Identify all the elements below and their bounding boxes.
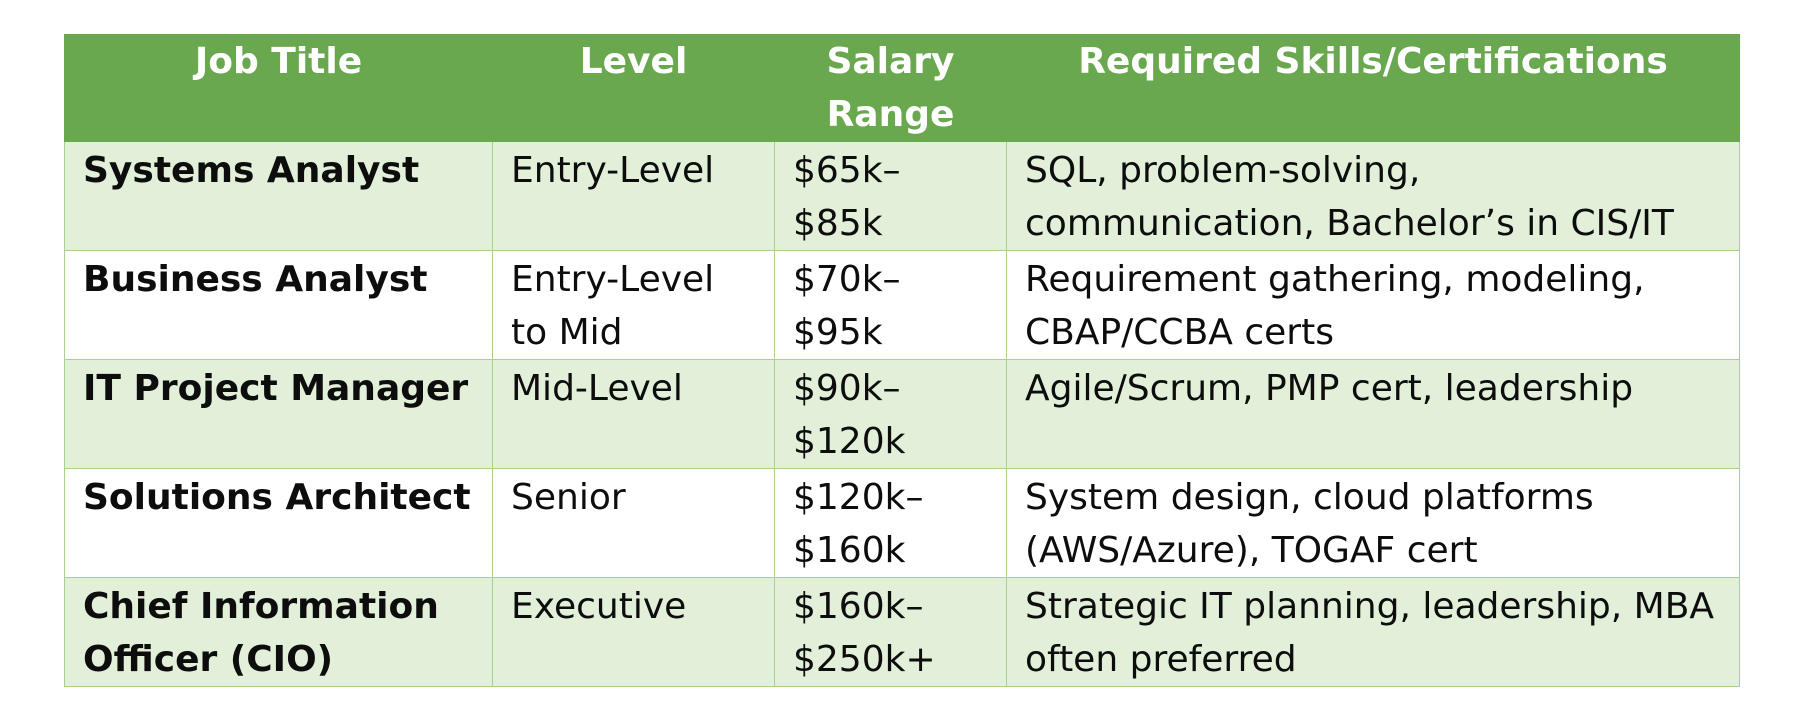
cell-salary-range: $65k–$85k [774, 141, 1007, 251]
cell-job-title: Chief Information Officer (CIO) [64, 577, 493, 687]
cell-job-title: IT Project Manager [64, 359, 493, 469]
table-header: Job Title Level Salary Range Required Sk… [64, 34, 1740, 142]
cell-skills: System design, cloud platforms (AWS/Azur… [1006, 468, 1740, 578]
cell-skills: Requirement gathering, modeling, CBAP/CC… [1006, 250, 1740, 360]
cell-job-title: Business Analyst [64, 250, 493, 360]
cell-level: Mid-Level [492, 359, 775, 469]
table-body: Systems Analyst Entry-Level $65k–$85k SQ… [64, 141, 1740, 687]
table-row: IT Project Manager Mid-Level $90k–$120k … [64, 359, 1740, 469]
cell-job-title: Systems Analyst [64, 141, 493, 251]
cell-level: Entry-Level [492, 141, 775, 251]
cell-skills: Strategic IT planning, leadership, MBA o… [1006, 577, 1740, 687]
table-row: Chief Information Officer (CIO) Executiv… [64, 577, 1740, 687]
cell-level: Entry-Level to Mid [492, 250, 775, 360]
cell-job-title: Solutions Architect [64, 468, 493, 578]
job-table: Job Title Level Salary Range Required Sk… [64, 34, 1740, 687]
cell-level: Senior [492, 468, 775, 578]
job-table-container: Job Title Level Salary Range Required Sk… [64, 34, 1740, 687]
header-required-skills: Required Skills/Certifications [1006, 34, 1740, 142]
header-job-title: Job Title [64, 34, 493, 142]
cell-salary-range: $90k–$120k [774, 359, 1007, 469]
table-row: Solutions Architect Senior $120k–$160k S… [64, 468, 1740, 578]
cell-salary-range: $70k–$95k [774, 250, 1007, 360]
cell-level: Executive [492, 577, 775, 687]
table-row: Systems Analyst Entry-Level $65k–$85k SQ… [64, 141, 1740, 251]
cell-skills: SQL, problem-solving, communication, Bac… [1006, 141, 1740, 251]
header-row: Job Title Level Salary Range Required Sk… [64, 34, 1740, 142]
header-level: Level [492, 34, 775, 142]
header-salary-range: Salary Range [774, 34, 1007, 142]
cell-skills: Agile/Scrum, PMP cert, leadership [1006, 359, 1740, 469]
cell-salary-range: $160k–$250k+ [774, 577, 1007, 687]
cell-salary-range: $120k–$160k [774, 468, 1007, 578]
table-row: Business Analyst Entry-Level to Mid $70k… [64, 250, 1740, 360]
